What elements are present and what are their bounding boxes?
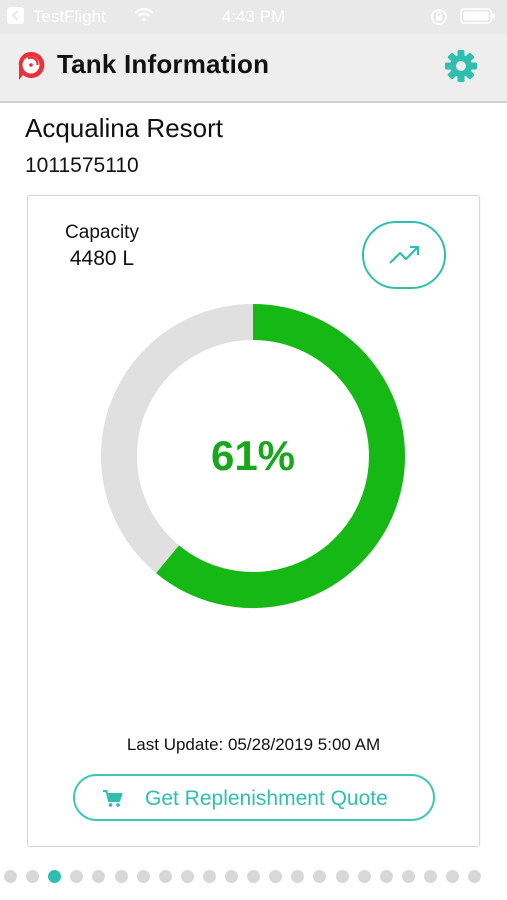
rotation-lock-icon bbox=[430, 8, 448, 31]
gear-icon[interactable] bbox=[443, 48, 479, 84]
tank-card bbox=[27, 195, 480, 847]
tank-level-percent: 61% bbox=[210, 432, 296, 479]
page-dot[interactable] bbox=[158, 870, 172, 883]
page-dot[interactable] bbox=[4, 870, 17, 883]
page-dot[interactable] bbox=[225, 870, 238, 883]
gauge-level-arc bbox=[156, 304, 405, 608]
page-dot[interactable] bbox=[26, 870, 40, 883]
page-dot[interactable] bbox=[114, 870, 128, 883]
page-dot[interactable] bbox=[357, 870, 371, 883]
app-header: Tank Information bbox=[0, 34, 507, 103]
page-dot[interactable] bbox=[401, 870, 415, 883]
page-dot[interactable] bbox=[136, 870, 150, 883]
page-dot[interactable] bbox=[92, 870, 106, 883]
page-dot[interactable] bbox=[48, 870, 62, 883]
page-dot[interactable] bbox=[202, 870, 216, 883]
page-dot[interactable] bbox=[269, 870, 283, 883]
page-dot[interactable] bbox=[468, 870, 482, 883]
cart-icon bbox=[102, 789, 124, 814]
trend-up-icon bbox=[389, 245, 420, 264]
site-name: Acqualina Resort bbox=[25, 113, 223, 143]
battery-icon bbox=[460, 8, 495, 24]
quote-button-label: Get Replenishment Quote bbox=[145, 787, 388, 810]
page-dot[interactable] bbox=[313, 870, 327, 883]
back-icon[interactable] bbox=[7, 7, 24, 24]
page-dot[interactable] bbox=[70, 870, 84, 883]
page-dot[interactable] bbox=[379, 870, 393, 883]
wifi-icon bbox=[134, 7, 154, 28]
page-dot[interactable] bbox=[423, 870, 437, 883]
site-id: 1011575110 bbox=[25, 154, 139, 177]
page-dot[interactable] bbox=[180, 870, 194, 883]
back-app-label[interactable]: TestFlight bbox=[33, 7, 106, 26]
page-dot[interactable] bbox=[446, 870, 459, 883]
status-bar: TestFlight 4:43 PM bbox=[0, 0, 507, 34]
get-replenishment-quote-button[interactable]: Get Replenishment Quote bbox=[73, 774, 435, 821]
clock: 4:43 PM bbox=[221, 7, 286, 26]
trend-button[interactable] bbox=[362, 221, 446, 289]
tank-level-gauge bbox=[101, 304, 405, 608]
page-title: Tank Information bbox=[57, 49, 270, 79]
brand-logo-icon bbox=[14, 49, 48, 88]
capacity-value: 4480 L bbox=[69, 247, 135, 270]
page-dot[interactable] bbox=[291, 870, 305, 883]
last-update-text: Last Update: 05/28/2019 5:00 AM bbox=[126, 735, 381, 754]
page-indicator bbox=[0, 870, 507, 884]
page-dot[interactable] bbox=[335, 870, 349, 883]
page-dot[interactable] bbox=[247, 870, 261, 883]
capacity-label: Capacity bbox=[65, 222, 139, 243]
